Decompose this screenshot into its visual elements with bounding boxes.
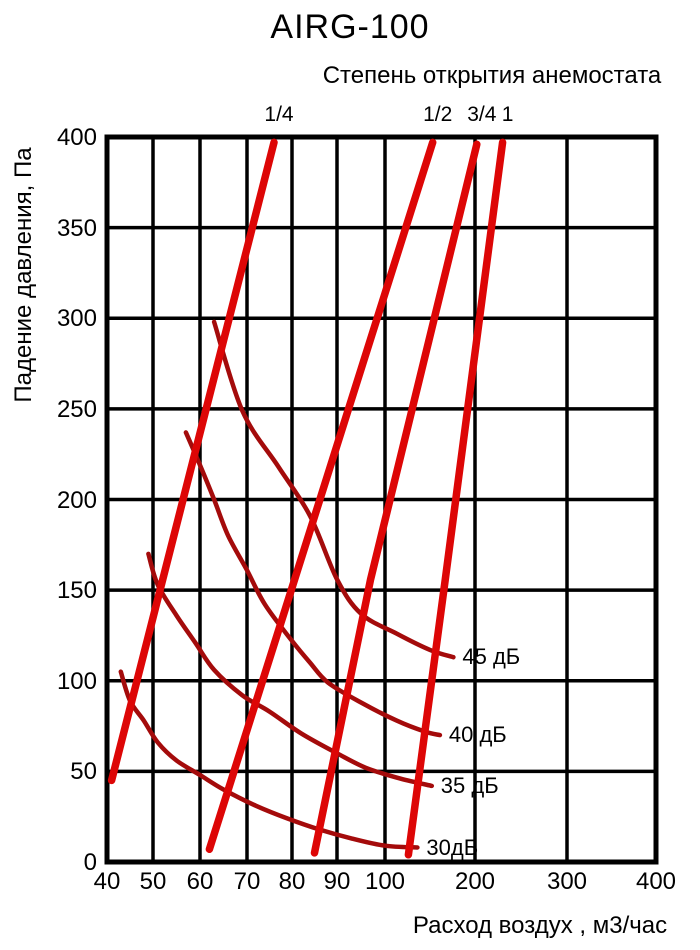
x-tick-label-60: 60 (186, 868, 214, 895)
opening-line-1 (404, 138, 507, 859)
y-tick-label-50: 50 (70, 758, 97, 786)
y-tick-label-350: 350 (56, 214, 97, 242)
x-tick-label-200: 200 (454, 868, 496, 895)
noise-curve-label-30дб: 30дБ (426, 834, 479, 860)
y-tick-label-0: 0 (83, 849, 97, 876)
noise-curve-40-дб (183, 430, 443, 738)
opening-line-label-1-4: 1/4 (264, 103, 294, 126)
noise-curve-label-35-дб: 35 дБ (440, 772, 499, 798)
opening-line-label-3-4: 3/4 (467, 103, 497, 126)
chart-subtitle: Степень открытия анемостата (322, 62, 662, 89)
x-tick-label-80: 80 (278, 868, 306, 895)
opening-line-label-1: 1 (501, 103, 514, 126)
noise-curve-label-40-дб: 40 дБ (448, 722, 507, 748)
y-tick-label-300: 300 (56, 305, 97, 333)
x-tick-label-400: 400 (635, 868, 677, 895)
noise-curve-30дб (118, 669, 420, 850)
plot-border (104, 134, 659, 865)
opening-line-1-4 (107, 138, 278, 785)
y-tick-label-100: 100 (56, 667, 97, 695)
y-axis-title: Падение давления, Па (10, 147, 37, 403)
x-tick-label-300: 300 (546, 868, 588, 895)
chart-title: AIRG-100 (270, 8, 430, 46)
x-tick-label-100: 100 (364, 868, 406, 895)
x-tick-label-40: 40 (93, 868, 121, 895)
noise-curve-45-дб (211, 319, 456, 660)
opening-line-label-1-2: 1/2 (423, 103, 453, 126)
x-axis-title: Расход воздух , м3/час (412, 912, 668, 939)
x-tick-label-70: 70 (233, 868, 261, 895)
x-tick-label-50: 50 (139, 868, 167, 895)
x-tick-label-90: 90 (323, 868, 351, 895)
noise-curve-label-45-дб: 45 дБ (462, 644, 521, 670)
y-tick-label-250: 250 (56, 395, 97, 423)
y-tick-label-150: 150 (56, 577, 97, 605)
opening-line-1-2 (205, 138, 437, 854)
opening-line-3-4 (310, 140, 481, 857)
y-tick-label-200: 200 (56, 486, 97, 514)
y-tick-label-400: 400 (56, 124, 97, 151)
